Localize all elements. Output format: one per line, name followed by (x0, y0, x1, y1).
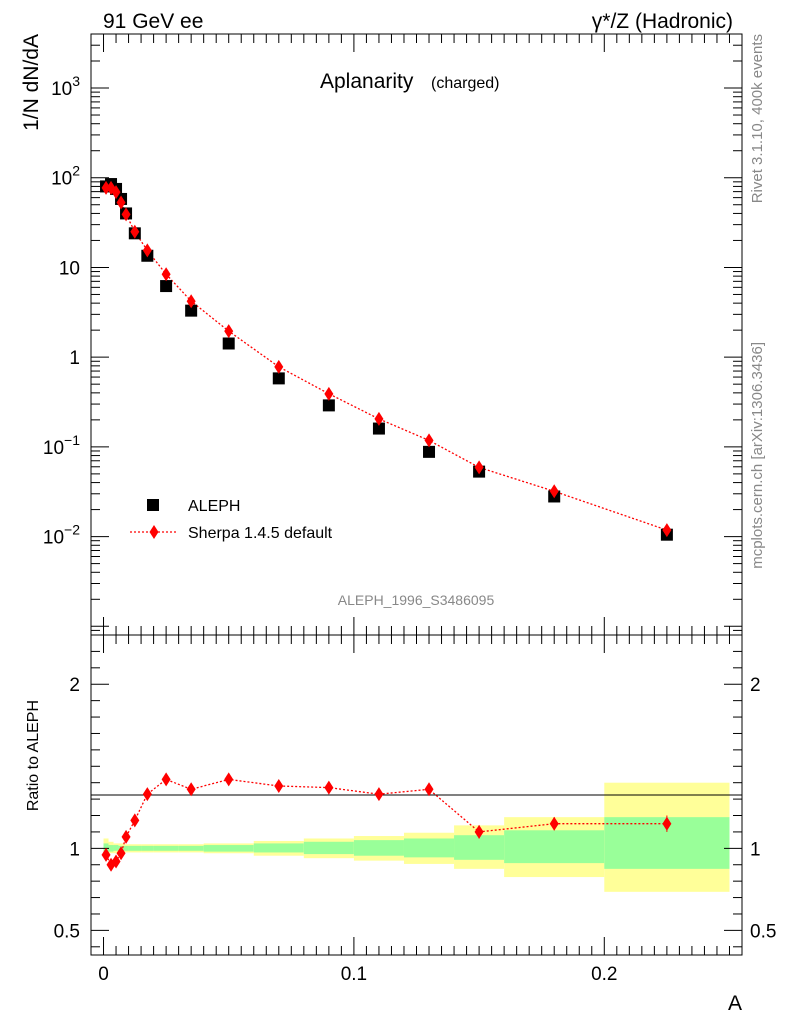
ratio-sherpa-point (111, 854, 121, 869)
legend: ALEPH Sherpa 1.4.5 default (130, 498, 333, 542)
aleph-data-point (222, 337, 235, 350)
main-frame (90, 33, 743, 636)
x-tick-label: 0.2 (591, 964, 617, 985)
ratio-sherpa-point (130, 813, 140, 828)
ratio-inner-band (303, 841, 354, 855)
main-y-tick-label: 103 (51, 73, 80, 100)
ratio-inner-band (141, 845, 154, 851)
ratio-sherpa-point (224, 772, 234, 787)
ratio-y-tick-label-right: 1 (750, 839, 761, 860)
ratio-y-tick-label: 2 (69, 675, 80, 696)
ratio-sherpa-point (662, 816, 672, 831)
ratio-mc-curve (105, 778, 667, 866)
sherpa-data-point (274, 359, 284, 374)
sherpa-data-point (130, 224, 140, 239)
x-axis-label: A (728, 992, 742, 1015)
x-tick-label: 0 (98, 964, 109, 985)
header-energy-label: 91 GeV ee (103, 10, 203, 33)
sherpa-data-point (324, 386, 334, 401)
ratio-sherpa-point (101, 847, 111, 862)
main-y-tick-label: 10−1 (43, 432, 80, 459)
x-tick-label: 0.1 (341, 964, 367, 985)
main-y-tick-label: 10−2 (43, 522, 80, 549)
ratio-inner-band (108, 845, 114, 852)
ratio-inner-band (403, 838, 455, 858)
ratio-sherpa-point (424, 782, 434, 797)
sherpa-data-point (374, 411, 384, 426)
ratio-inner-band (353, 840, 404, 856)
aleph-data-point (272, 372, 285, 385)
ratio-inner-band (203, 845, 254, 852)
aleph-data-point (160, 280, 173, 293)
main-subtitle: (charged) (431, 75, 499, 92)
legend-label-sherpa: Sherpa 1.4.5 default (188, 525, 333, 542)
sherpa-data-point (424, 433, 434, 448)
sherpa-data-point (116, 195, 126, 210)
sherpa-data-point (662, 523, 672, 538)
ratio-sherpa-point (274, 778, 284, 793)
legend-marker-sherpa (149, 525, 159, 539)
ratio-sherpa-point (549, 816, 559, 831)
ratio-y-tick-label-right: 0.5 (750, 921, 776, 942)
ratio-inner-band (103, 843, 109, 852)
ratio-inner-band (504, 830, 605, 864)
main-y-tick-label: 1 (69, 348, 80, 369)
ratio-ylabel: Ratio to ALEPH (25, 700, 42, 811)
ratio-sherpa-point (142, 787, 152, 802)
ratio-inner-band (123, 845, 129, 851)
sherpa-data-point (474, 460, 484, 475)
sherpa-data-point (101, 180, 111, 195)
sherpa-data-point (224, 324, 234, 339)
sherpa-data-point (186, 294, 196, 309)
ratio-sherpa-point (121, 829, 131, 844)
sherpa-data-point (549, 484, 559, 499)
main-y-tick-label: 10 (59, 258, 80, 279)
header-process-label: γ*/Z (Hadronic) (592, 10, 733, 33)
ratio-sherpa-point (161, 772, 171, 787)
aleph-data-point (322, 399, 335, 412)
sherpa-data-point (121, 207, 131, 222)
legend-marker-aleph (147, 499, 159, 511)
ratio-inner-band (113, 845, 119, 851)
sherpa-data-point (161, 267, 171, 282)
ratio-inner-band (153, 845, 179, 851)
ratio-inner-band (454, 835, 505, 860)
ratio-inner-band (253, 843, 304, 853)
mcplots-reference-label: mcplots.cern.ch [arXiv:1306.3436] (749, 342, 766, 569)
ratio-frame (90, 634, 743, 956)
main-ylabel: 1/N dN/dA (20, 34, 43, 131)
ratio-inner-band (178, 845, 204, 851)
main-y-tick-label: 102 (51, 163, 80, 190)
ratio-sherpa-point (116, 846, 126, 861)
ratio-sherpa-point (474, 824, 484, 839)
ratio-y-tick-label: 1 (69, 839, 80, 860)
sherpa-data-point (111, 185, 121, 200)
ratio-y-tick-label-right: 2 (750, 675, 761, 696)
aleph-data-point (185, 304, 198, 317)
analysis-watermark: ALEPH_1996_S3486095 (338, 592, 495, 608)
ratio-sherpa-point (324, 780, 334, 795)
sherpa-data-point (142, 243, 152, 258)
ratio-inner-band (128, 845, 142, 851)
main-title: Aplanarity (320, 70, 414, 93)
aleph-data-point (372, 422, 385, 435)
ratio-panel: 2 2 1 1 0.5 0.5 0 0.1 0.2 Ratio to ALEPH A (25, 634, 776, 1015)
ratio-y-tick-label: 0.5 (54, 921, 80, 942)
ratio-sherpa-point (374, 787, 384, 802)
legend-label-aleph: ALEPH (188, 498, 240, 515)
rivet-version-label: Rivet 3.1.10, 400k events (749, 34, 766, 203)
mc-curve (106, 187, 668, 531)
ratio-sherpa-point (186, 782, 196, 797)
aleph-data-point (423, 445, 436, 458)
